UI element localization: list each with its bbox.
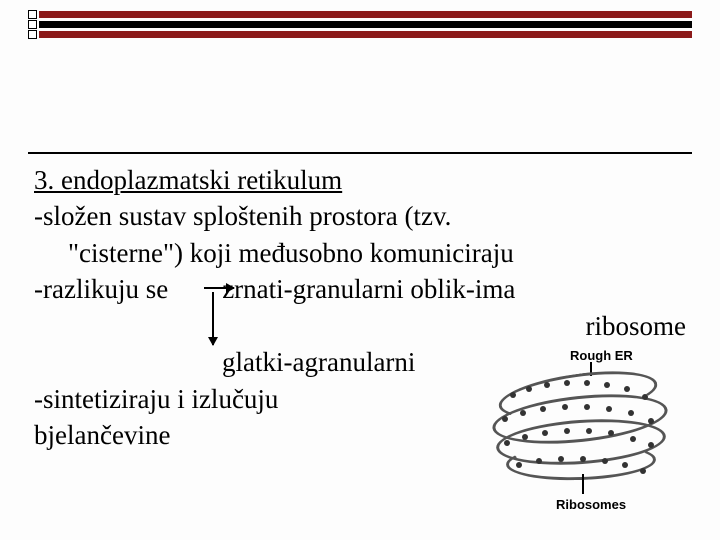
- er-membranes: [492, 370, 672, 480]
- header-bar-2: [28, 20, 692, 29]
- arrow-down-icon: [212, 292, 214, 345]
- er-diagram: Rough ER: [472, 348, 692, 518]
- section-divider: [28, 152, 692, 154]
- section-title: 3. endoplazmatski retikulum: [34, 162, 692, 198]
- body-line-1a: -složen sustav sploštenih prostora (tzv.: [34, 198, 692, 234]
- line2-post: zrnati-granularni oblik-ima: [222, 274, 515, 304]
- header-bar-1: [28, 10, 692, 19]
- line2-pre: -razlikuju se: [34, 274, 168, 304]
- body-line-3: ribosome: [34, 308, 692, 344]
- header-bar-3: [28, 30, 692, 39]
- lead-line-ribo: [582, 474, 584, 494]
- body-line-1b: "cisterne") koji međusobno komuniciraju: [68, 235, 692, 271]
- body-line-2: -razlikuju se zrnati-granularni oblik-ima: [34, 271, 692, 307]
- arrow-right-icon: [204, 287, 234, 289]
- label-ribosomes: Ribosomes: [556, 497, 626, 512]
- header-bars: [28, 10, 692, 40]
- label-rough-er: Rough ER: [570, 348, 633, 363]
